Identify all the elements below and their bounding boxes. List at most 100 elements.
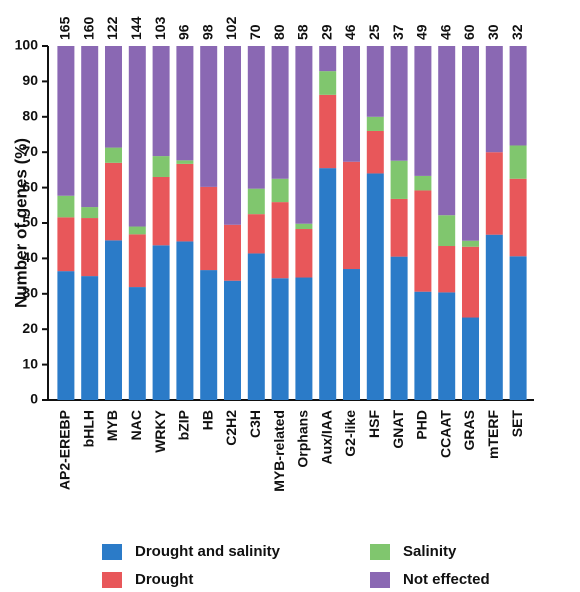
total-label: 70 — [247, 24, 263, 40]
bar-segment — [462, 317, 479, 400]
bar-segment — [462, 246, 479, 318]
bar-segment — [224, 280, 241, 400]
bar-segment — [57, 46, 75, 196]
bar-segment — [271, 178, 289, 203]
bar-segment — [509, 256, 527, 400]
y-tick-label: 50 — [22, 214, 38, 230]
total-label: 58 — [295, 24, 311, 40]
bar-segment — [485, 234, 503, 400]
bar-segment — [105, 240, 122, 400]
bar-segment — [319, 94, 337, 169]
legend-swatch — [370, 572, 390, 588]
bar-segment — [366, 130, 384, 174]
total-label: 102 — [223, 16, 239, 40]
bar-segment — [390, 46, 408, 161]
y-tick-label: 10 — [22, 355, 38, 371]
bar-segment — [105, 147, 122, 163]
bar-segment — [247, 214, 265, 254]
legend-label: Drought and salinity — [135, 543, 281, 560]
bar-segment — [462, 240, 479, 247]
bar-segment — [414, 291, 432, 400]
bar-segment — [319, 71, 337, 95]
total-label: 60 — [461, 24, 477, 40]
bar-segment — [319, 46, 337, 72]
bar-segment — [81, 46, 99, 208]
y-tick-label: 90 — [22, 72, 38, 88]
total-label: 103 — [152, 16, 168, 40]
x-tick-label: C2H2 — [223, 410, 239, 446]
y-tick-label: 30 — [22, 285, 38, 301]
bar-segment — [81, 207, 99, 219]
x-tick-label: Orphans — [295, 410, 311, 468]
bar-segment — [438, 46, 456, 216]
bar-segment — [176, 46, 194, 161]
legend-swatch — [102, 544, 122, 560]
x-tick-label: AP2-EREBP — [57, 410, 73, 490]
total-label: 80 — [271, 24, 287, 40]
x-tick-label: HB — [199, 410, 215, 430]
x-tick-label: GRAS — [461, 410, 477, 450]
legend-swatch — [102, 572, 122, 588]
x-tick-label: GNAT — [390, 410, 406, 449]
total-label: 165 — [57, 16, 73, 40]
total-label: 46 — [437, 24, 453, 40]
bar-segment — [509, 178, 527, 257]
x-tick-label: PHD — [414, 410, 430, 440]
total-label: 144 — [128, 16, 144, 40]
bar-segment — [509, 46, 527, 146]
y-tick-label: 20 — [22, 320, 38, 336]
bar-segment — [509, 145, 527, 179]
x-tick-label: C3H — [247, 410, 263, 438]
bar-segment — [152, 245, 170, 400]
bar-segment — [81, 218, 99, 277]
x-tick-label: G2-like — [342, 410, 358, 457]
x-tick-label: WRKY — [152, 409, 168, 452]
y-tick-label: 100 — [15, 37, 39, 53]
x-tick-label: CCAAT — [437, 410, 453, 458]
bar-segment — [152, 176, 170, 246]
bar-segment — [295, 46, 313, 224]
total-label: 25 — [366, 24, 382, 40]
legend-label: Salinity — [403, 543, 457, 560]
bar-segment — [105, 162, 122, 241]
x-tick-label: bHLH — [80, 410, 96, 447]
bar-segment — [128, 226, 146, 235]
bar-segment — [81, 276, 99, 400]
bar-segment — [438, 246, 456, 293]
y-tick-label: 80 — [22, 108, 38, 124]
total-label: 46 — [342, 24, 358, 40]
bar-segment — [224, 224, 241, 281]
bar-segment — [414, 175, 432, 191]
bar-segment — [295, 223, 313, 230]
bar-segment — [200, 270, 218, 400]
total-label: 98 — [199, 24, 215, 40]
total-label: 29 — [318, 24, 334, 40]
bar-segment — [343, 161, 360, 270]
bar-segment — [200, 186, 218, 271]
total-label: 49 — [414, 24, 430, 40]
bar-segment — [295, 229, 313, 278]
bar-segment — [271, 278, 289, 400]
bar-segment — [152, 156, 170, 177]
y-tick-label: 60 — [22, 178, 38, 194]
bar-segment — [176, 241, 194, 400]
y-tick-label: 0 — [30, 391, 38, 407]
bar-segment — [176, 160, 194, 164]
total-label: 30 — [485, 24, 501, 40]
bar-segment — [271, 202, 289, 279]
bar-segment — [128, 46, 146, 227]
x-tick-label: bZIP — [176, 410, 192, 440]
bar-segment — [438, 292, 456, 400]
x-tick-label: MYB — [104, 410, 120, 441]
total-label: 32 — [509, 24, 525, 40]
x-tick-label: SET — [509, 410, 525, 438]
bar-segment — [57, 217, 75, 272]
bar-segment — [390, 160, 408, 199]
x-tick-label: Aux/IAA — [318, 410, 334, 464]
bar-segment — [128, 234, 146, 288]
bar-segment — [57, 195, 75, 218]
total-label: 37 — [390, 24, 406, 40]
total-label: 160 — [80, 16, 96, 40]
bar-segment — [462, 46, 479, 241]
